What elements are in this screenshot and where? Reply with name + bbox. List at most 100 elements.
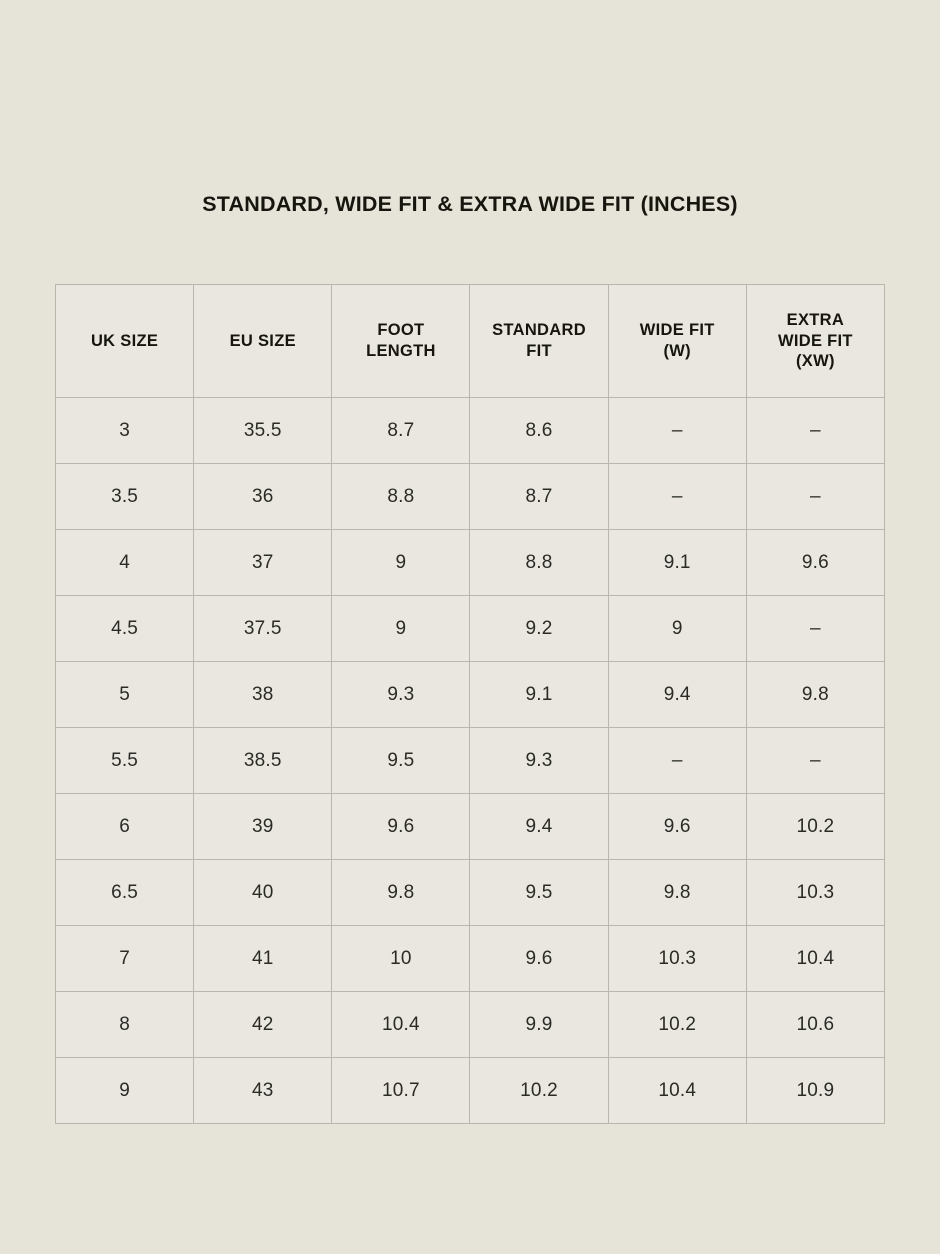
cell-uk_size: 5.5 [54, 727, 195, 794]
table-header-row: UK SIZE EU SIZE FOOT LENGTH STANDARD FIT WIDE … [54, 284, 886, 398]
cell-extra_wide_fit: 10.6 [745, 991, 886, 1058]
cell-standard_fit: 9.6 [469, 925, 609, 992]
column-header-line: EXTRA [786, 310, 845, 329]
table-row: 5 38 9.3 9.1 9.4 9.8 [54, 661, 886, 728]
cell-foot_length: 9 [331, 529, 471, 596]
cell-uk_size: 3 [54, 397, 195, 464]
table-row: 6 39 9.6 9.4 9.6 10.2 [54, 793, 886, 860]
column-header-extra_wide_fit: EXTRA WIDE FIT (XW) [745, 284, 886, 398]
cell-extra_wide_fit: 10.9 [745, 1057, 886, 1124]
column-header-foot_length: FOOT LENGTH [331, 284, 471, 398]
cell-wide_fit: 9.6 [607, 793, 747, 860]
column-header-line: WIDE FIT [777, 331, 853, 350]
cell-foot_length: 9.6 [331, 793, 471, 860]
cell-uk_size: 9 [54, 1057, 195, 1124]
cell-standard_fit: 8.7 [469, 463, 609, 530]
table-row: 9 43 10.7 10.2 10.4 10.9 [54, 1057, 886, 1124]
cell-wide_fit: – [607, 397, 747, 464]
cell-extra_wide_fit: 9.8 [745, 661, 886, 728]
cell-eu_size: 38.5 [193, 727, 333, 794]
cell-wide_fit: – [607, 727, 747, 794]
cell-wide_fit: 10.4 [607, 1057, 747, 1124]
cell-standard_fit: 9.5 [469, 859, 609, 926]
cell-foot_length: 9.8 [331, 859, 471, 926]
cell-extra_wide_fit: 10.4 [745, 925, 886, 992]
cell-standard_fit: 9.3 [469, 727, 609, 794]
column-header-wide_fit: WIDE FIT (W) [607, 284, 747, 398]
cell-eu_size: 40 [193, 859, 333, 926]
cell-eu_size: 35.5 [193, 397, 333, 464]
cell-wide_fit: 9 [607, 595, 747, 662]
cell-standard_fit: 9.4 [469, 793, 609, 860]
cell-eu_size: 43 [193, 1057, 333, 1124]
table-row: 5.5 38.5 9.5 9.3– – [54, 727, 886, 794]
cell-extra_wide_fit: – [745, 463, 886, 530]
cell-standard_fit: 9.2 [469, 595, 609, 662]
cell-uk_size: 6 [54, 793, 195, 860]
column-header-line: EU SIZE [229, 331, 296, 350]
cell-foot_length: 9 [331, 595, 471, 662]
cell-foot_length: 9.3 [331, 661, 471, 728]
cell-extra_wide_fit: 10.3 [745, 859, 886, 926]
cell-standard_fit: 8.6 [469, 397, 609, 464]
column-header-line: (XW) [796, 352, 835, 371]
column-header-line: FOOT [377, 321, 425, 340]
cell-standard_fit: 9.1 [469, 661, 609, 728]
cell-eu_size: 37.5 [193, 595, 333, 662]
table-header: UK SIZE EU SIZE FOOT LENGTH STANDARD FIT WIDE … [54, 284, 886, 398]
cell-extra_wide_fit: – [745, 397, 886, 464]
cell-uk_size: 4.5 [54, 595, 195, 662]
cell-eu_size: 37 [193, 529, 333, 596]
cell-extra_wide_fit: – [745, 595, 886, 662]
column-header-standard_fit: STANDARD FIT [469, 284, 609, 398]
cell-extra_wide_fit: 9.6 [745, 529, 886, 596]
cell-eu_size: 38 [193, 661, 333, 728]
cell-wide_fit: 9.8 [607, 859, 747, 926]
column-header-line: LENGTH [366, 342, 436, 360]
cell-standard_fit: 10.2 [469, 1057, 609, 1124]
column-header-uk_size: UK SIZE [54, 284, 195, 398]
cell-eu_size: 41 [193, 925, 333, 992]
cell-eu_size: 42 [193, 991, 333, 1058]
cell-foot_length: 9.5 [331, 727, 471, 794]
table-row: 4.5 37.5 9 9.2 9– [54, 595, 886, 662]
cell-uk_size: 5 [54, 661, 195, 728]
cell-extra_wide_fit: – [745, 727, 886, 794]
column-header-line: (W) [663, 342, 691, 360]
cell-wide_fit: 10.3 [607, 925, 747, 992]
cell-extra_wide_fit: 10.2 [745, 793, 886, 860]
table-row: 7 41 10 9.6 10.3 10.4 [54, 925, 886, 992]
cell-wide_fit: 10.2 [607, 991, 747, 1058]
cell-wide_fit: – [607, 463, 747, 530]
cell-wide_fit: 9.4 [607, 661, 747, 728]
cell-foot_length: 8.7 [331, 397, 471, 464]
table-row: 3 35.5 8.7 8.6– – [54, 397, 886, 464]
column-header-line: STANDARD [492, 321, 586, 340]
cell-uk_size: 6.5 [54, 859, 195, 926]
column-header-eu_size: EU SIZE [193, 284, 333, 398]
table-body: 3 35.5 8.7 8.6– –3.5 36 8.8 8.7– –4 37 9 8.8 9.1 9.6 4… [54, 397, 886, 1124]
cell-standard_fit: 9.9 [469, 991, 609, 1058]
table-row: 4 37 9 8.8 9.1 9.6 [54, 529, 886, 596]
cell-foot_length: 10.4 [331, 991, 471, 1058]
column-header-line: UK SIZE [90, 331, 159, 350]
cell-uk_size: 8 [54, 991, 195, 1058]
column-header-line: FIT [526, 342, 552, 360]
table-row: 6.5 40 9.8 9.5 9.8 10.3 [54, 859, 886, 926]
cell-uk_size: 3.5 [54, 463, 195, 530]
cell-eu_size: 36 [193, 463, 333, 530]
column-header-line: WIDE FIT [639, 321, 715, 340]
cell-foot_length: 10 [331, 925, 471, 992]
cell-eu_size: 39 [193, 793, 333, 860]
cell-uk_size: 7 [54, 925, 195, 992]
table-row: 8 42 10.4 9.9 10.2 10.6 [54, 991, 886, 1058]
cell-foot_length: 8.8 [331, 463, 471, 530]
size-chart-table: UK SIZE EU SIZE FOOT LENGTH STANDARD FIT WIDE … [54, 284, 886, 1124]
cell-standard_fit: 8.8 [469, 529, 609, 596]
cell-uk_size: 4 [54, 529, 195, 596]
cell-wide_fit: 9.1 [607, 529, 747, 596]
table-row: 3.5 36 8.8 8.7– – [54, 463, 886, 530]
cell-foot_length: 10.7 [331, 1057, 471, 1124]
page-title: STANDARD, WIDE FIT & EXTRA WIDE FIT (INC… [202, 192, 738, 216]
